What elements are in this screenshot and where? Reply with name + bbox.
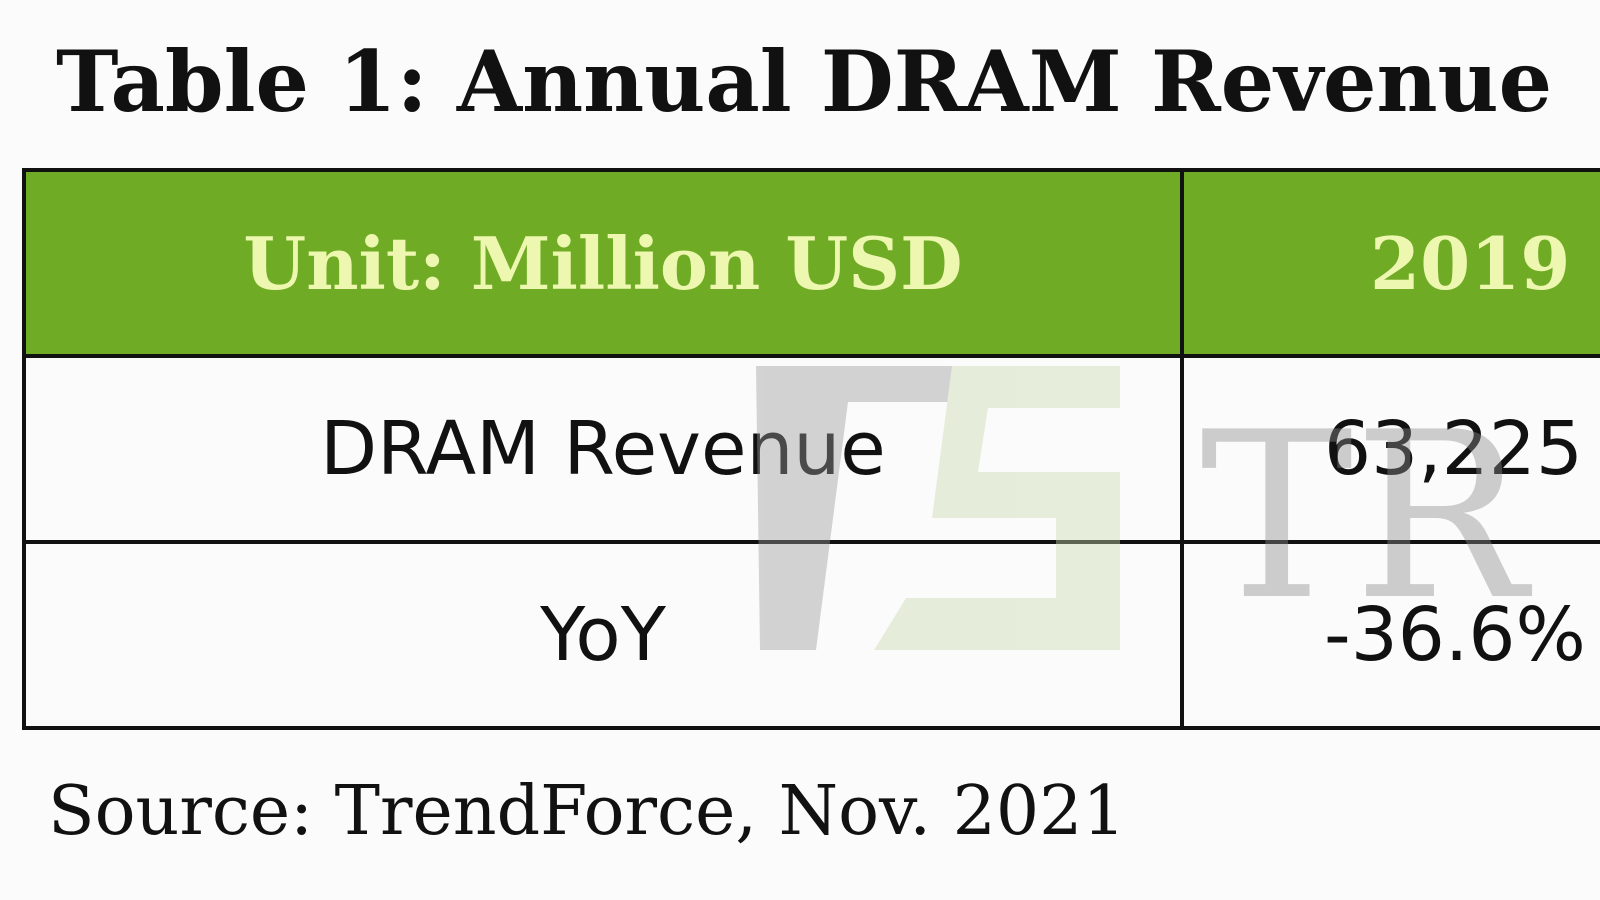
row-label-dram-revenue: DRAM Revenue <box>22 354 1184 544</box>
revenue-table: Unit: Million USD 2019 DRAM Revenue 63,2… <box>22 168 1600 730</box>
row-value-yoy: -36.6% <box>1180 540 1600 730</box>
table-row: YoY -36.6% <box>22 540 1600 730</box>
source-note: Source: TrendForce, Nov. 2021 <box>48 772 1126 851</box>
year-header-cell: 2019 <box>1180 168 1600 358</box>
unit-header-cell: Unit: Million USD <box>22 168 1184 358</box>
revenue-table-container: Unit: Million USD 2019 DRAM Revenue 63,2… <box>22 168 1600 730</box>
page-title: Table 1: Annual DRAM Revenue <box>56 32 1553 131</box>
row-label-yoy: YoY <box>22 540 1184 730</box>
row-value-dram-revenue: 63,225 <box>1180 354 1600 544</box>
table-row: DRAM Revenue 63,225 <box>22 354 1600 544</box>
table-header-row: Unit: Million USD 2019 <box>22 168 1600 358</box>
